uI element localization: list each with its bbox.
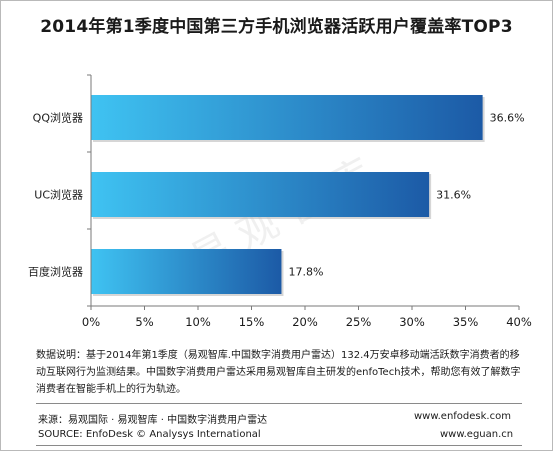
bar-2 — [91, 172, 430, 217]
category-label: QQ浏览器 — [33, 111, 83, 125]
data-label: 31.6% — [436, 189, 471, 202]
x-tick-label: 20% — [292, 315, 318, 329]
bar-3 — [91, 249, 282, 294]
chart-title: 2014年第1季度中国第三方手机浏览器活跃用户覆盖率TOP3 — [40, 17, 513, 37]
footer-url-eguan: www.eguan.cn — [440, 429, 514, 440]
x-tick-label: 35% — [453, 315, 479, 329]
footer-divider-bottom — [36, 445, 522, 446]
x-tick-label: 10% — [185, 315, 211, 329]
footer-source-en: SOURCE: EnfoDesk © Analysys Internationa… — [38, 429, 261, 440]
x-tick-label: 0% — [82, 315, 100, 329]
x-tick-label: 40% — [506, 315, 532, 329]
category-label: UC浏览器 — [34, 188, 83, 202]
x-tick-label: 30% — [399, 315, 425, 329]
x-tick-label: 25% — [346, 315, 372, 329]
bar-1 — [91, 95, 483, 140]
category-label: 百度浏览器 — [28, 265, 83, 279]
x-tick-label: 15% — [239, 315, 265, 329]
footer-url-enfodesk: www.enfodesk.com — [414, 411, 511, 422]
data-label: 36.6% — [490, 112, 525, 125]
x-tick-label: 5% — [135, 315, 153, 329]
footer-divider-top — [36, 403, 522, 404]
data-description: 数据说明：基于2014年第1季度（易观智库.中国数字消费用户雷达）132.4万安… — [36, 350, 521, 395]
footer-source-cn: 来源：易观国际 · 易观智库 · 中国数字消费用户雷达 — [38, 415, 268, 426]
data-label: 17.8% — [288, 266, 323, 279]
